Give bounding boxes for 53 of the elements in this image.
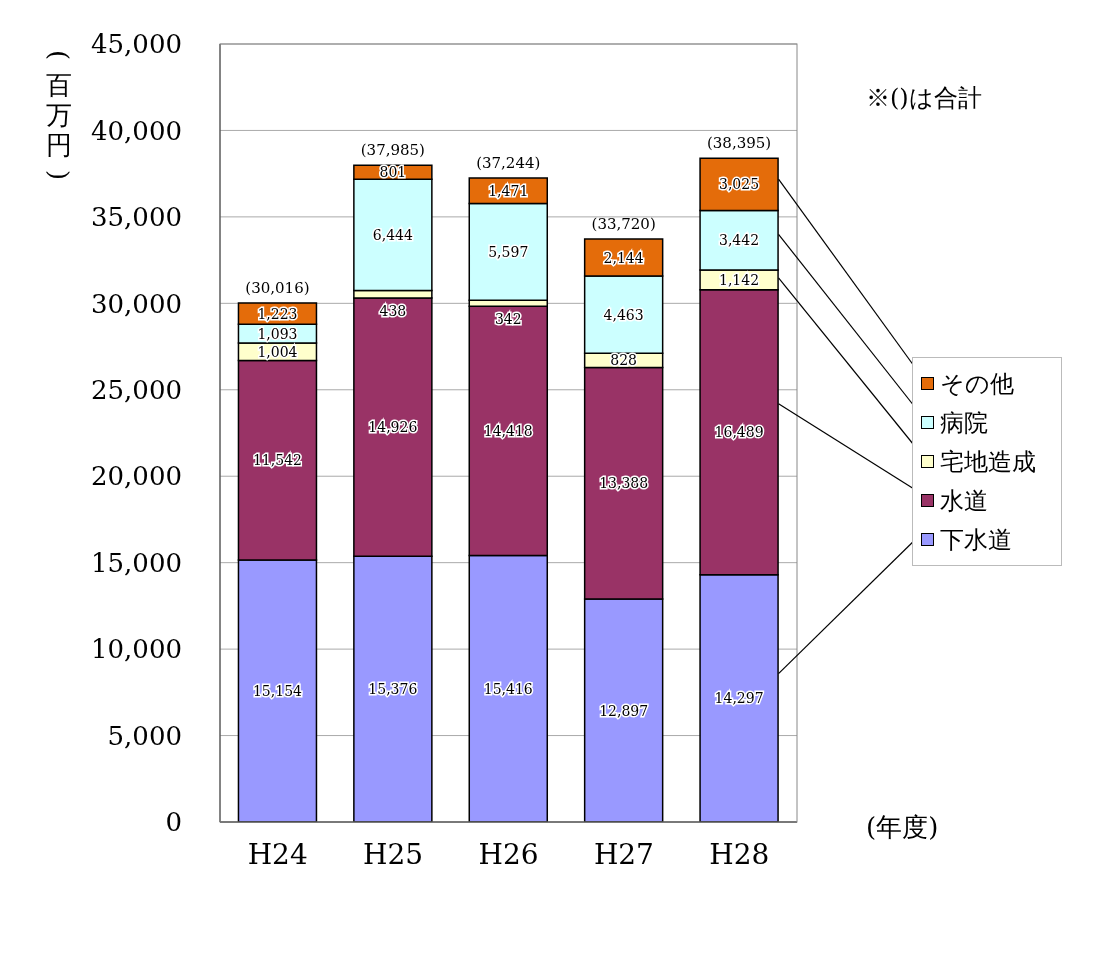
data-label: 14,926 (368, 419, 418, 436)
legend-label: 水道 (940, 485, 988, 517)
legend-label: その他 (940, 368, 1014, 400)
x-tick-label: H28 (709, 837, 770, 871)
data-label: 828 (610, 352, 638, 369)
x-tick-label: H26 (478, 837, 539, 871)
x-tick-label: H25 (363, 837, 424, 871)
data-label: 13,388 (599, 475, 649, 492)
total-label: (37,985) (360, 141, 425, 160)
y-tick-label: 20,000 (91, 461, 182, 492)
total-label: (37,244) (476, 154, 541, 173)
data-label: 1,004 (257, 343, 298, 360)
y-tick-label: 10,000 (91, 634, 182, 665)
total-label: (30,016) (245, 279, 310, 298)
legend-label: 下水道 (940, 524, 1012, 556)
y-tick-label: 25,000 (91, 375, 182, 406)
y-tick-label: 45,000 (91, 29, 182, 60)
data-label: 1,093 (257, 325, 298, 342)
data-label: 3,442 (719, 232, 760, 249)
data-label: 342 (494, 311, 522, 328)
y-tick-label: 30,000 (91, 288, 182, 319)
x-tick-label: H27 (593, 837, 654, 871)
total-label: (38,395) (706, 134, 772, 153)
data-label: 2,144 (603, 249, 644, 266)
data-label: 15,154 (252, 683, 303, 699)
text: ※()は合計 (866, 83, 982, 114)
data-label: 3,025 (719, 176, 760, 193)
y-tick-label: 40,000 (91, 115, 182, 146)
data-label: 14,418 (483, 422, 533, 439)
x-tick-label: H24 (247, 837, 308, 871)
data-label: 438 (379, 303, 407, 320)
y-tick-label: 35,000 (91, 202, 182, 233)
data-label: 4,463 (603, 306, 644, 323)
y-tick-label: 0 (165, 807, 182, 838)
data-label: 15,416 (483, 680, 533, 697)
data-label: 12,897 (599, 702, 649, 719)
data-label: 801 (379, 164, 407, 181)
data-label: 14,297 (714, 690, 764, 707)
data-label: 5,597 (488, 243, 529, 260)
y-axis-title: (百万円) (44, 48, 74, 183)
text: (年度) (866, 811, 939, 844)
data-label: 1,142 (719, 271, 760, 288)
y-tick-label: 5,000 (107, 720, 182, 751)
data-label: 11,542 (252, 452, 302, 469)
total-label: (33,720) (591, 215, 656, 234)
data-label: 15,376 (368, 681, 418, 698)
data-label: 16,489 (714, 424, 764, 441)
data-label: 6,444 (372, 226, 413, 243)
y-tick-label: 15,000 (91, 547, 182, 578)
data-label: 1,471 (488, 182, 529, 199)
legend-label: 病院 (940, 407, 988, 439)
data-label: 1,223 (257, 305, 298, 322)
legend-label: 宅地造成 (940, 446, 1036, 478)
